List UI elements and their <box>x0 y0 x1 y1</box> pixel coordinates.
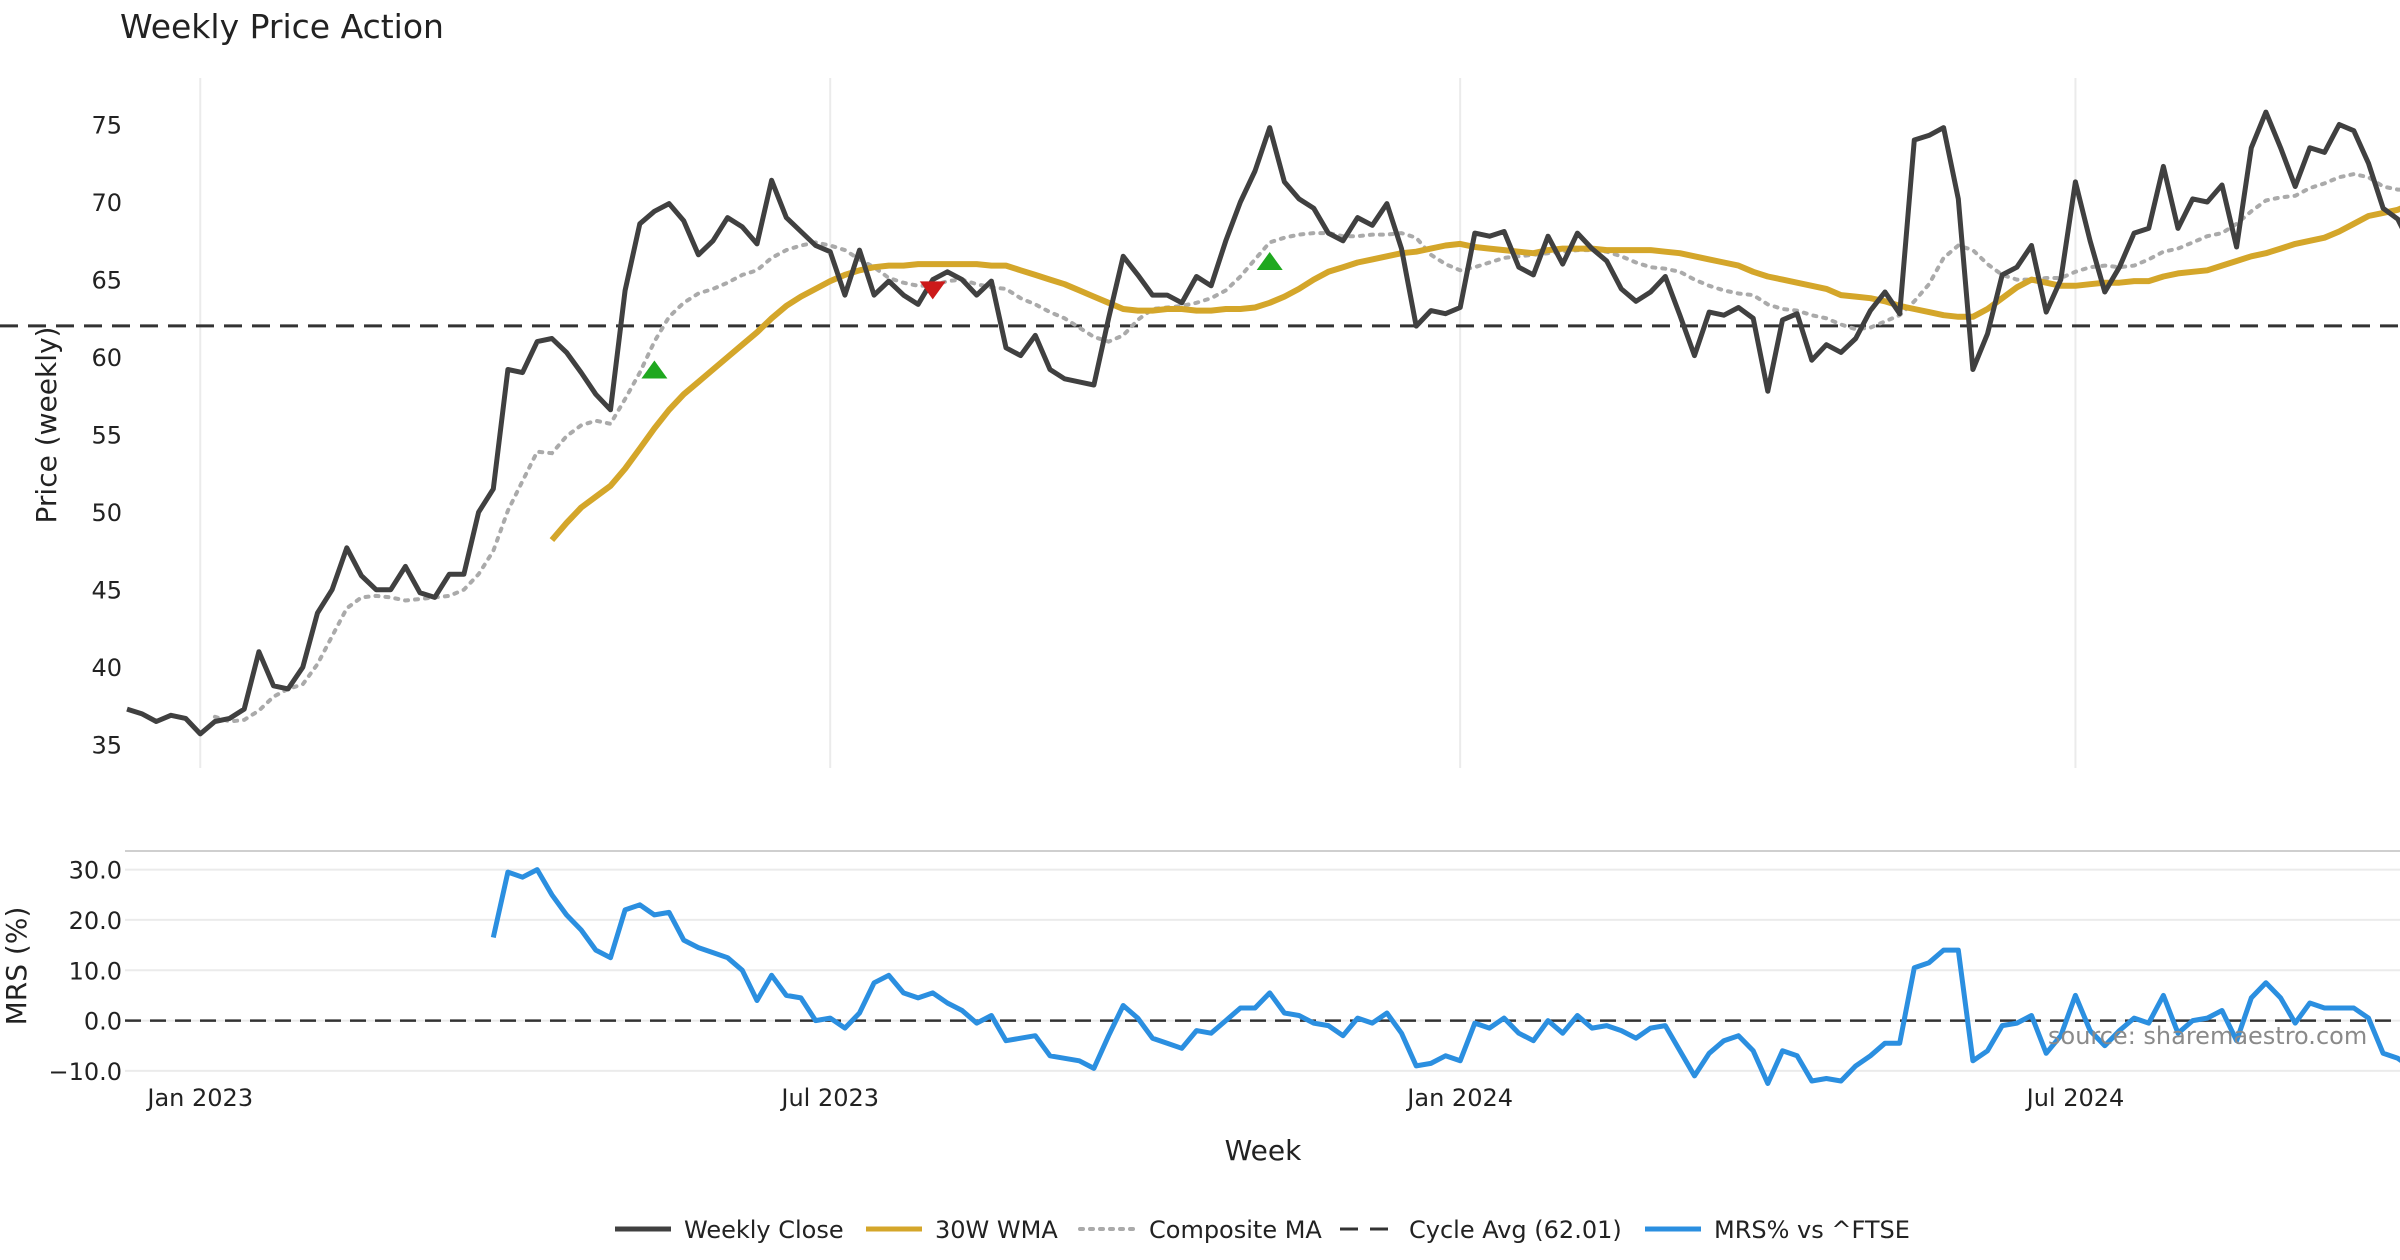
legend: Weekly Close 30W WMA Composite MA Cycle Avg… <box>615 1216 1910 1244</box>
buy-signal-marker <box>1256 251 1283 270</box>
legend-label: Weekly Close <box>684 1216 844 1244</box>
signal-markers <box>641 251 1283 379</box>
legend-label: MRS% vs ^FTSE <box>1714 1216 1910 1244</box>
x-tick-label: Jul 2024 <box>2025 1084 2125 1112</box>
mrs-y-axis: 30.0 20.0 10.0 0.0 −10.0 <box>48 857 122 1086</box>
mrs-y-tick-label: 20.0 <box>69 907 122 935</box>
sell-signal-marker <box>919 281 946 300</box>
x-axis-label: Week <box>1225 1134 1302 1167</box>
price-y-tick-label: 70 <box>91 189 122 217</box>
mrs-y-tick-label: 10.0 <box>69 957 122 985</box>
price-y-tick-label: 55 <box>91 422 122 450</box>
mrs-y-axis-label: MRS (%) <box>0 907 33 1026</box>
composite-ma-series <box>212 172 2400 724</box>
price-y-tick-label: 45 <box>91 577 122 605</box>
price-y-tick-label: 35 <box>91 732 122 760</box>
price-grid <box>199 78 2077 768</box>
mrs-y-tick-label: 30.0 <box>69 857 122 885</box>
price-y-tick-label: 65 <box>91 267 122 295</box>
price-y-axis-label: Price (weekly) <box>30 327 63 524</box>
wma-30w-series <box>549 205 2400 543</box>
weekly-close-series <box>126 109 2400 737</box>
legend-label: Composite MA <box>1149 1216 1322 1244</box>
legend-label: Cycle Avg (62.01) <box>1409 1216 1622 1244</box>
chart-title: Weekly Price Action <box>120 7 444 46</box>
price-y-tick-label: 75 <box>91 112 122 140</box>
mrs-y-tick-label: −10.0 <box>48 1058 122 1086</box>
price-y-tick-label: 50 <box>91 499 122 527</box>
x-tick-label: Jan 2023 <box>145 1084 253 1112</box>
buy-signal-marker <box>641 360 668 379</box>
price-y-axis: 35 40 45 50 55 60 65 70 75 <box>91 112 122 760</box>
mrs-y-tick-label: 0.0 <box>84 1008 122 1036</box>
legend-label: 30W WMA <box>935 1216 1058 1244</box>
x-tick-label: Jan 2024 <box>1405 1084 1513 1112</box>
price-y-tick-label: 60 <box>91 344 122 372</box>
mrs-series <box>490 867 2400 1086</box>
source-note: source: sharemaestro.com <box>2048 1022 2367 1050</box>
x-tick-label: Jul 2023 <box>779 1084 879 1112</box>
price-y-tick-label: 40 <box>91 654 122 682</box>
